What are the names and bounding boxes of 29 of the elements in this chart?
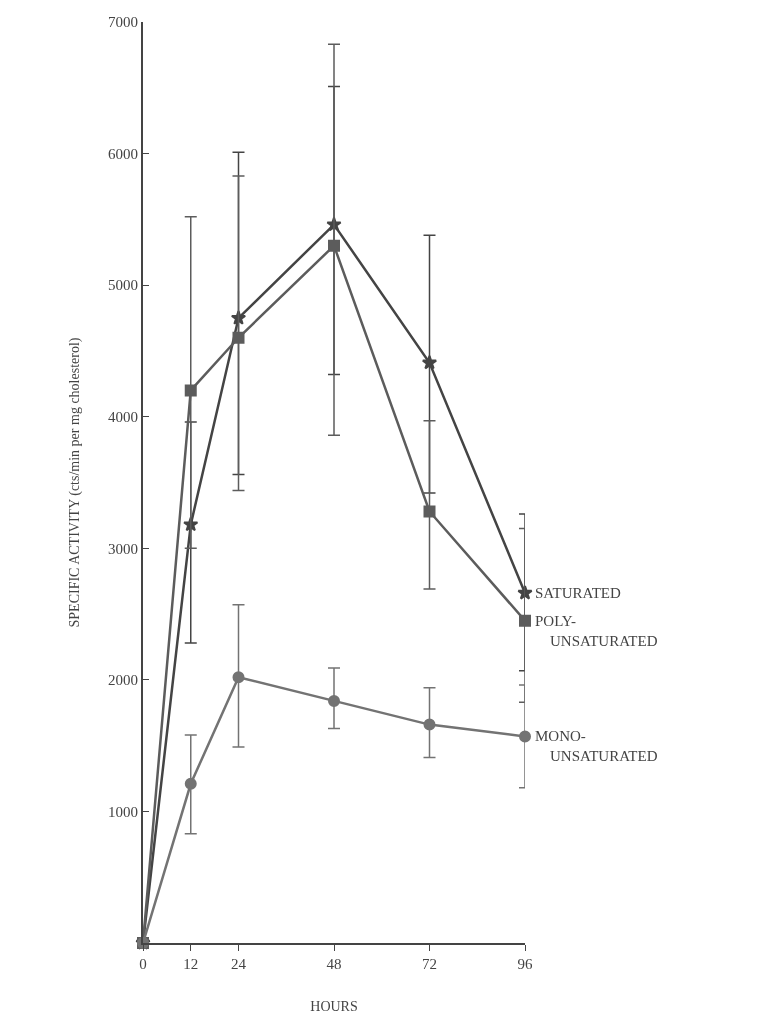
point (423, 505, 436, 518)
point (184, 777, 197, 790)
point (232, 671, 245, 684)
x-tick-label: 0 (139, 956, 147, 972)
x-tick-label: 96 (517, 956, 533, 972)
x-tick-label: 48 (326, 956, 342, 972)
y-tick-label: 6000 (108, 145, 138, 162)
series-label: POLY- UNSATURATED (535, 613, 658, 649)
point (232, 331, 245, 344)
y-tick-label: 1000 (108, 803, 138, 820)
point (519, 614, 531, 627)
point (328, 694, 340, 707)
series-label: SATURATED (535, 585, 622, 601)
y-tick-label: 7000 (108, 14, 138, 31)
x-tick-label: 12 (183, 956, 199, 972)
y-tick-label: 5000 (108, 277, 138, 294)
x-tick-label: 72 (422, 956, 437, 972)
y-tick-label: 3000 (108, 540, 138, 557)
point (184, 384, 197, 397)
point (519, 730, 531, 743)
point (421, 354, 438, 370)
y-tick-label: 4000 (108, 408, 138, 425)
point (328, 239, 340, 252)
x-axis-title: HOURS (310, 998, 358, 1014)
x-tick-label: 24 (231, 956, 247, 972)
series-label: MONO- UNSATURATED (535, 728, 658, 764)
point (423, 718, 436, 731)
y-tick-label: 2000 (108, 672, 138, 689)
y-axis-title: SPECIFIC ACTIVITY (cts/min per mg cholesterol) (67, 337, 84, 628)
